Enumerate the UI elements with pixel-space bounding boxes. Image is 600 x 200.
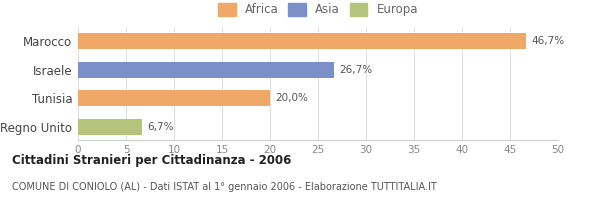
Text: COMUNE DI CONIOLO (AL) - Dati ISTAT al 1° gennaio 2006 - Elaborazione TUTTITALIA: COMUNE DI CONIOLO (AL) - Dati ISTAT al 1… <box>12 182 437 192</box>
Text: 6,7%: 6,7% <box>147 122 173 132</box>
Legend: Africa, Asia, Europa: Africa, Asia, Europa <box>214 0 422 20</box>
Bar <box>78 90 270 106</box>
Bar <box>78 62 334 78</box>
Bar <box>78 33 526 49</box>
Text: 20,0%: 20,0% <box>275 93 308 103</box>
Bar <box>78 119 142 135</box>
Text: 26,7%: 26,7% <box>339 65 372 75</box>
Text: 46,7%: 46,7% <box>531 36 564 46</box>
Text: Cittadini Stranieri per Cittadinanza - 2006: Cittadini Stranieri per Cittadinanza - 2… <box>12 154 292 167</box>
